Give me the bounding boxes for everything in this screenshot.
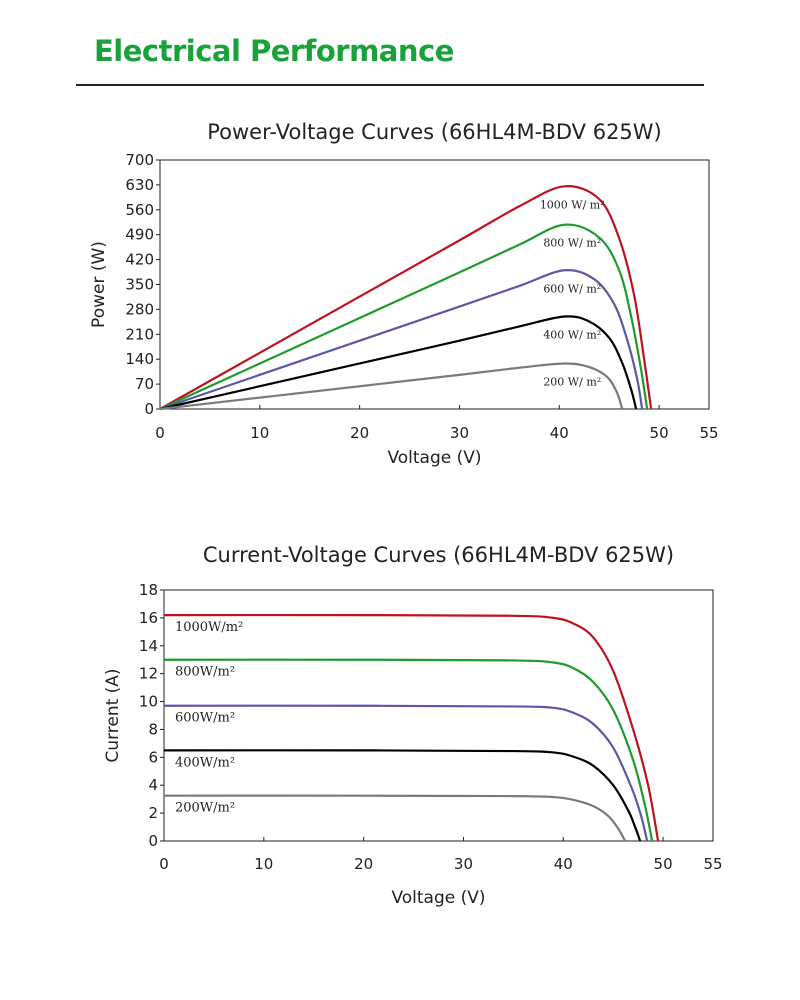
y-tick-label: 18: [139, 581, 158, 599]
x-tick-label: 0: [155, 424, 165, 442]
section-title: Electrical Performance: [94, 34, 454, 68]
series-line: [163, 749, 642, 842]
title-divider: [76, 84, 704, 86]
y-tick-label: 0: [144, 400, 154, 418]
x-tick-label: 0: [159, 855, 169, 873]
y-tick-label: 70: [135, 375, 154, 393]
y-tick-label: 350: [125, 276, 154, 294]
series-label: 1000W/m²: [175, 620, 243, 635]
series-label: 400 W/ m²: [543, 329, 601, 342]
x-axis-label: Voltage (V): [391, 888, 485, 908]
y-tick-label: 8: [148, 720, 158, 738]
series-line: [159, 362, 624, 411]
y-tick-label: 0: [148, 832, 158, 850]
series-line: [163, 704, 649, 842]
series-line: [163, 658, 654, 842]
y-tick-label: 490: [125, 226, 154, 244]
y-tick-label: 10: [139, 693, 158, 711]
y-tick-label: 560: [125, 201, 154, 219]
x-tick-label: 55: [699, 424, 718, 442]
x-tick-label: 20: [350, 424, 369, 442]
series-label: 1000 W/ m²: [540, 198, 605, 211]
plot-frame: [163, 589, 714, 842]
series-line: [163, 794, 627, 842]
x-tick-label: 10: [254, 855, 273, 873]
series-line: [159, 185, 653, 410]
x-tick-label: 40: [554, 855, 573, 873]
series-label: 200 W/ m²: [543, 375, 601, 388]
series-line: [163, 613, 660, 842]
y-tick-label: 14: [139, 637, 158, 655]
x-axis-label: Voltage (V): [387, 448, 481, 468]
series-label: 600 W/ m²: [543, 282, 601, 295]
series-label: 200W/m²: [175, 801, 235, 816]
series-line: [159, 315, 638, 411]
series-line: [159, 269, 644, 411]
y-tick-label: 16: [139, 609, 158, 627]
x-tick-label: 10: [250, 424, 269, 442]
y-tick-label: 420: [125, 251, 154, 269]
x-tick-label: 40: [550, 424, 569, 442]
y-tick-label: 140: [125, 350, 154, 368]
x-tick-label: 50: [650, 424, 669, 442]
y-tick-label: 6: [148, 748, 158, 766]
x-tick-label: 30: [454, 855, 473, 873]
x-tick-label: 30: [450, 424, 469, 442]
y-tick-label: 2: [148, 804, 158, 822]
y-tick-label: 280: [125, 300, 154, 318]
series-label: 800 W/ m²: [543, 237, 601, 250]
series-label: 600W/m²: [175, 711, 235, 726]
chart-title: Current-Voltage Curves (66HL4M-BDV 625W): [203, 543, 674, 567]
x-tick-label: 20: [354, 855, 373, 873]
y-axis-label: Current (A): [103, 668, 123, 762]
y-tick-label: 4: [148, 776, 158, 794]
y-tick-label: 210: [125, 325, 154, 343]
chart-title: Power-Voltage Curves (66HL4M-BDV 625W): [207, 120, 662, 144]
x-tick-label: 50: [654, 855, 673, 873]
x-tick-label: 55: [703, 855, 722, 873]
y-tick-label: 12: [139, 665, 158, 683]
series-line: [159, 223, 649, 411]
series-label: 800W/m²: [175, 665, 235, 680]
y-tick-label: 630: [125, 176, 154, 194]
series-label: 400W/m²: [175, 755, 235, 770]
power-voltage-chart: Power-Voltage Curves (66HL4M-BDV 625W) 0 1…: [89, 120, 719, 468]
y-tick-label: 700: [125, 151, 154, 169]
y-axis-label: Power (W): [89, 241, 109, 328]
